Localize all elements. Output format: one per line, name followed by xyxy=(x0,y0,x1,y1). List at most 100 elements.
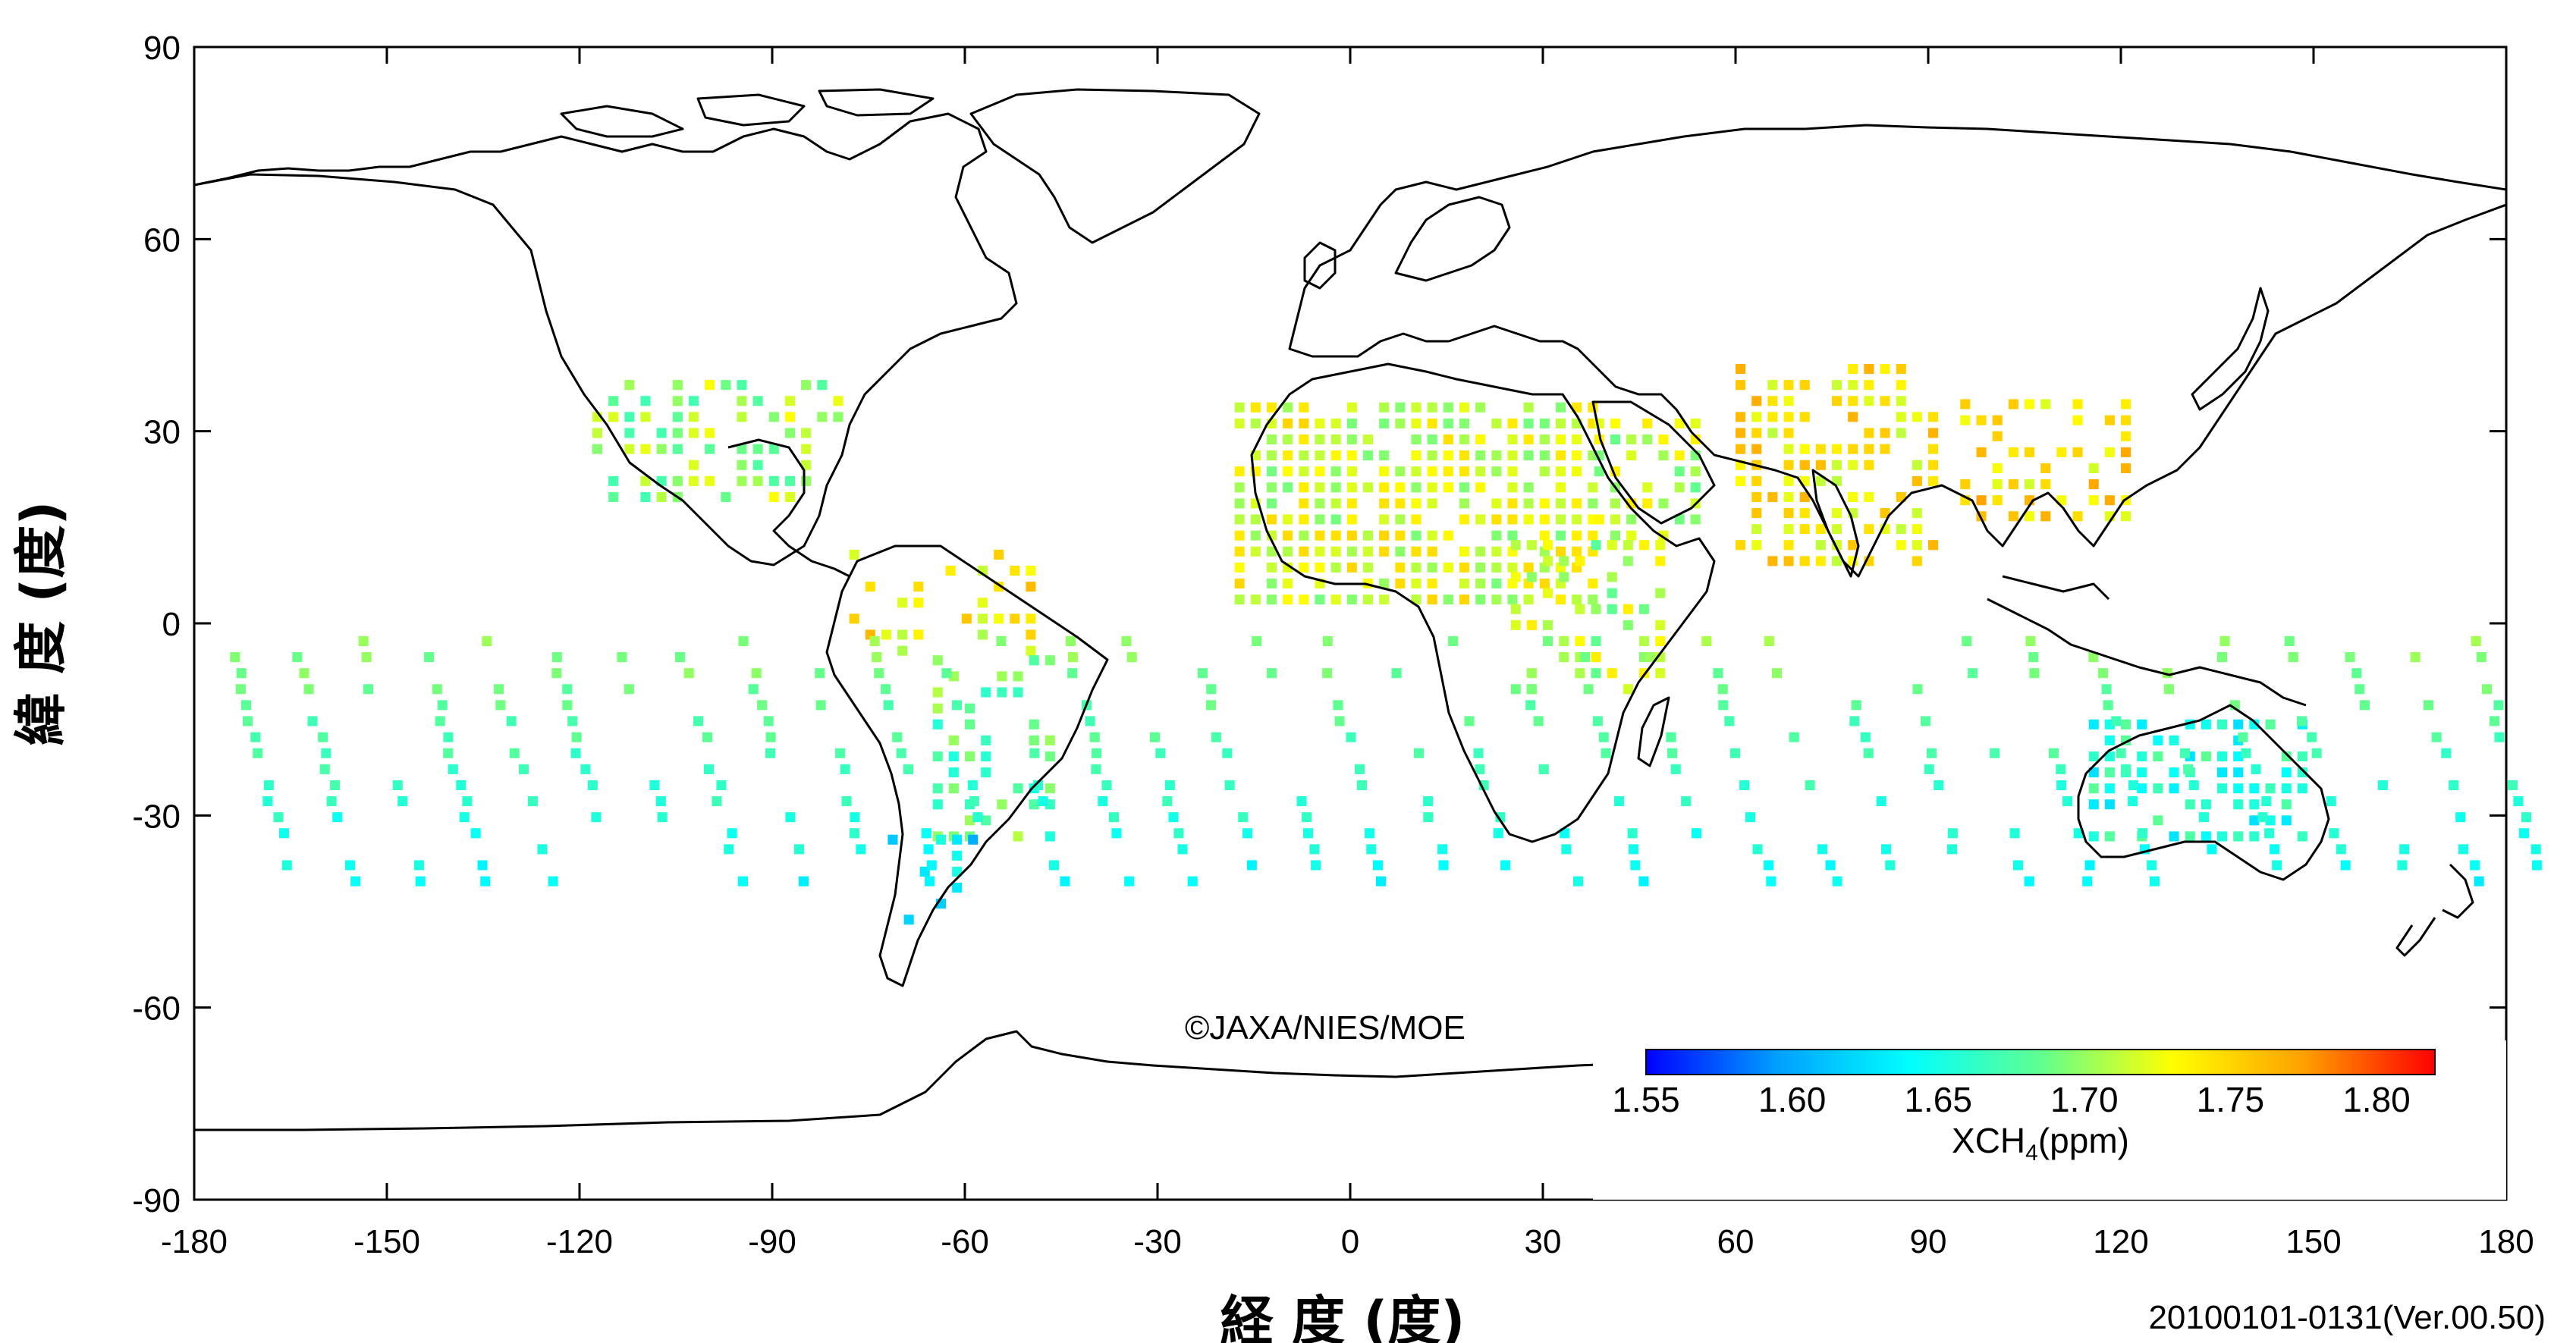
xch4-pixel xyxy=(1864,428,1874,438)
xch4-pixel xyxy=(768,444,779,454)
xch4-pixel xyxy=(567,716,578,726)
x-tick-label: 150 xyxy=(2285,1223,2341,1260)
xch4-pixel xyxy=(948,767,959,778)
x-tick-label: -180 xyxy=(161,1223,228,1260)
xch4-pixel xyxy=(1751,540,1762,551)
xch4-pixel xyxy=(1539,530,1550,541)
xch4-pixel xyxy=(413,860,424,871)
xch4-pixel xyxy=(1346,546,1357,557)
xch4-pixel xyxy=(2532,860,2543,871)
xch4-pixel xyxy=(1864,444,1874,454)
xch4-pixel xyxy=(1395,514,1406,525)
xch4-pixel xyxy=(768,412,779,422)
colorbar-tick-label: 1.60 xyxy=(1758,1080,1827,1119)
xch4-pixel xyxy=(2008,399,2018,409)
xch4-pixel xyxy=(1591,652,1601,663)
xch4-pixel xyxy=(1751,524,1762,535)
xch4-pixel xyxy=(1299,546,1309,557)
xch4-pixel xyxy=(1302,812,1312,823)
xch4-pixel xyxy=(2104,799,2115,810)
xch4-pixel xyxy=(972,812,983,823)
xch4-pixel xyxy=(1427,482,1437,493)
xch4-pixel xyxy=(1362,595,1373,605)
xch4-pixel xyxy=(1411,514,1422,525)
xch4-pixel xyxy=(1767,412,1778,422)
xch4-pixel xyxy=(1234,466,1245,477)
xch4-pixel xyxy=(705,428,715,438)
xch4-pixel xyxy=(2518,828,2529,839)
xch4-pixel xyxy=(2272,860,2282,871)
xch4-pixel xyxy=(2169,767,2179,778)
xch4-pixel xyxy=(432,684,442,695)
xch4-pixel xyxy=(1555,450,1566,461)
xch4-pixel xyxy=(1724,716,1735,726)
xch4-pixel xyxy=(1379,546,1390,557)
x-tick-label: -90 xyxy=(748,1223,796,1260)
xch4-pixel xyxy=(527,796,538,807)
xch4-pixel xyxy=(2056,780,2067,790)
xch4-pixel xyxy=(1045,783,1055,794)
xch4-pixel xyxy=(856,844,866,855)
xch4-pixel xyxy=(865,582,875,592)
xch4-pixel xyxy=(1411,530,1422,541)
xch4-pixel xyxy=(1526,540,1537,551)
xch4-pixel xyxy=(2072,511,2083,522)
xch4-pixel xyxy=(1376,876,1387,886)
xch4-pixel xyxy=(2265,783,2276,794)
xch4-pixel xyxy=(1411,418,1422,428)
xch4-pixel xyxy=(1459,466,1469,477)
xch4-pixel xyxy=(1491,466,1502,477)
xch4-pixel xyxy=(1092,748,1102,758)
xch4-pixel xyxy=(1309,844,1320,855)
xch4-pixel xyxy=(1423,812,1434,823)
xch4-pixel xyxy=(435,716,445,726)
xch4-pixel xyxy=(2471,635,2481,646)
xch4-pixel xyxy=(2153,751,2163,761)
xch4-pixel xyxy=(977,629,988,640)
xch4-pixel xyxy=(1789,732,1799,742)
xch4-pixel xyxy=(1379,418,1390,428)
xch4-pixel xyxy=(1413,748,1424,758)
xch4-pixel xyxy=(765,748,776,758)
xch4-pixel xyxy=(1250,418,1261,428)
xch4-pixel xyxy=(1459,434,1469,444)
xch4-pixel xyxy=(1500,860,1511,871)
xch4-pixel xyxy=(948,783,959,794)
xch4-pixel xyxy=(693,716,704,726)
xch4-pixel xyxy=(1459,482,1469,493)
xch4-pixel xyxy=(1864,396,1874,406)
xch4-pixel xyxy=(869,635,880,646)
xch4-pixel xyxy=(1751,475,1762,486)
xch4-pixel xyxy=(1751,396,1762,406)
xch4-pixel xyxy=(1296,796,1307,807)
xch4-pixel xyxy=(2201,799,2211,810)
xch4-pixel xyxy=(1623,604,1633,614)
xch4-pixel xyxy=(815,700,826,711)
xch4-pixel xyxy=(923,844,934,855)
xch4-pixel xyxy=(1266,562,1277,573)
xch4-pixel xyxy=(1085,716,1095,726)
xch4-pixel xyxy=(840,764,850,774)
xch4-pixel xyxy=(997,687,1007,698)
xch4-pixel xyxy=(1880,364,1890,375)
xch4-pixel xyxy=(1799,524,1810,535)
xch4-pixel xyxy=(1588,482,1598,493)
xch4-pixel xyxy=(763,716,774,726)
xch4-pixel xyxy=(649,780,660,790)
xch4-pixel xyxy=(1234,595,1245,605)
xch4-pixel xyxy=(1475,514,1486,525)
xch4-pixel xyxy=(250,732,261,742)
xch4-pixel xyxy=(1459,595,1469,605)
xch4-pixel xyxy=(397,796,408,807)
xch4-pixel xyxy=(1365,828,1375,839)
xch4-pixel xyxy=(1362,450,1373,461)
xch4-pixel xyxy=(1266,402,1277,413)
xch4-pixel xyxy=(1266,482,1277,493)
xch4-pixel xyxy=(1395,530,1406,541)
xch4-pixel xyxy=(1299,595,1309,605)
xch4-pixel xyxy=(1730,748,1741,758)
xch4-pixel xyxy=(1423,796,1434,807)
xch4-pixel xyxy=(1924,764,1934,774)
xch4-pixel xyxy=(1610,498,1620,509)
xch4-pixel xyxy=(2179,748,2190,758)
